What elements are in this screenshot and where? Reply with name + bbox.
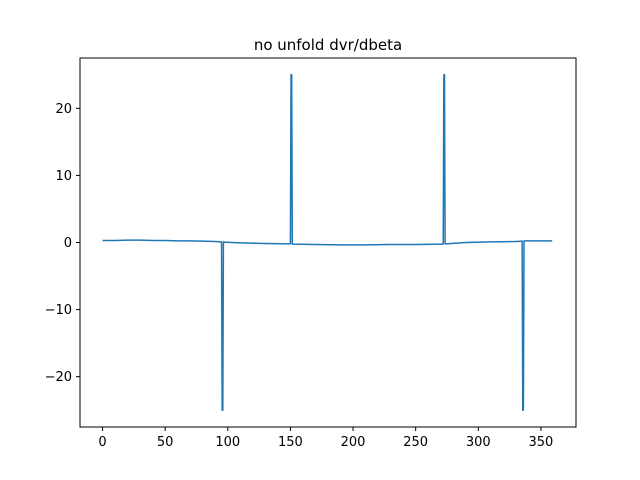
y-tick-label: 0 xyxy=(64,236,72,251)
x-tick-label: 200 xyxy=(341,435,366,450)
plot-frame xyxy=(79,57,577,428)
y-tick-label: −10 xyxy=(45,303,72,318)
series-line-0 xyxy=(102,74,553,411)
x-tick-label: 250 xyxy=(403,435,428,450)
x-tick-label: 350 xyxy=(529,435,554,450)
x-tick-label: 100 xyxy=(215,435,240,450)
y-tick-label: 20 xyxy=(55,102,72,117)
x-tick-label: 50 xyxy=(157,435,174,450)
chart-title: no unfold dvr/dbeta xyxy=(254,36,402,54)
x-tick-label: 0 xyxy=(98,435,106,450)
y-tick-label: 10 xyxy=(55,169,72,184)
x-tick-label: 300 xyxy=(466,435,491,450)
x-tick-label: 150 xyxy=(278,435,303,450)
y-tick-label: −20 xyxy=(45,370,72,385)
